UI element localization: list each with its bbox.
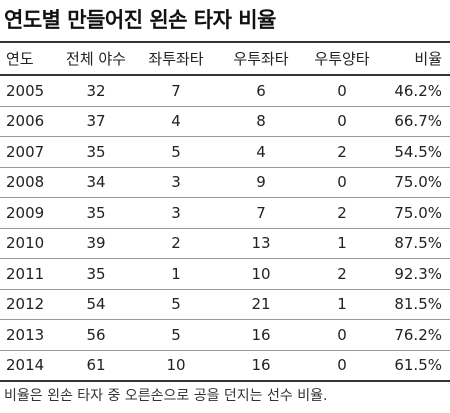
table-cell: 0 (337, 325, 347, 344)
table-cell: 21 (251, 295, 271, 314)
table: 연도 전체 야수 좌투좌타 우투좌타 우투양타 비율 2005 32 7 6 0 46.2% 2006… (0, 41, 450, 382)
table-cell: 54 (86, 295, 106, 314)
table-cell: 6 (256, 81, 266, 100)
column-header: 우투좌타 (233, 50, 289, 68)
table-cell: 5 (171, 325, 181, 344)
table-cell: 37 (86, 112, 106, 131)
table-cell: 32 (86, 81, 106, 100)
table-row: 2005 32 7 6 0 46.2% (0, 75, 450, 106)
table-cell: 39 (86, 234, 106, 253)
footnote: 비율은 왼손 타자 중 오른손으로 공을 던지는 선수 비율. (4, 388, 328, 404)
table-cell: 1 (337, 234, 347, 253)
table-cell: 0 (337, 356, 347, 375)
table-cell: 5 (171, 295, 181, 314)
table-cell: 7 (256, 203, 266, 222)
table-cell: 2005 (6, 81, 45, 100)
table-cell: 16 (251, 356, 271, 375)
table-cell: 2 (337, 203, 347, 222)
table-row: 2009 35 3 7 2 75.0% (0, 198, 450, 228)
table-cell: 75.0% (394, 173, 442, 192)
table-cell: 7 (171, 81, 181, 100)
table-cell: 0 (337, 173, 347, 192)
column-header: 우투양타 (314, 50, 370, 68)
table-cell: 35 (86, 203, 106, 222)
table-cell: 46.2% (394, 81, 442, 100)
table-cell: 2010 (6, 234, 45, 253)
table-body: 2005 32 7 6 0 46.2% 2006 37 4 8 0 66.7% 2007 35 5 4 2 54.… (0, 75, 450, 381)
table-cell: 2 (337, 142, 347, 161)
table-cell: 34 (86, 173, 106, 192)
table-cell: 2011 (6, 264, 45, 283)
table-cell: 54.5% (394, 142, 442, 161)
table-cell: 35 (86, 142, 106, 161)
table-cell: 1 (337, 295, 347, 314)
table-cell: 13 (251, 234, 271, 253)
table-row: 2008 34 3 9 0 75.0% (0, 167, 450, 198)
column-header: 연도 (6, 50, 34, 68)
table-cell: 2009 (6, 203, 45, 222)
table-cell: 92.3% (394, 264, 442, 283)
table-cell: 2 (337, 264, 347, 283)
table-row: 2007 35 5 4 2 54.5% (0, 137, 450, 167)
table-cell: 2012 (6, 295, 45, 314)
table-cell: 3 (171, 203, 181, 222)
table-cell: 66.7% (394, 112, 442, 131)
column-header: 좌투좌타 (148, 50, 204, 68)
table-row: 2013 56 5 16 0 76.2% (0, 320, 450, 350)
table-cell: 56 (86, 325, 106, 344)
table-cell: 8 (256, 112, 266, 131)
table-row: 2011 35 1 10 2 92.3% (0, 259, 450, 289)
table-cell: 0 (337, 112, 347, 131)
table-cell: 5 (171, 142, 181, 161)
column-header: 전체 야수 (66, 50, 126, 68)
table-cell: 2013 (6, 325, 45, 344)
table-cell: 2014 (6, 356, 45, 375)
table-cell: 1 (171, 264, 181, 283)
table-cell: 75.0% (394, 203, 442, 222)
title: 연도별 만들어진 왼손 타자 비율 (4, 8, 276, 32)
table-cell: 9 (256, 173, 266, 192)
table-cell: 2008 (6, 173, 45, 192)
table-cell: 3 (171, 173, 181, 192)
table-row: 2014 61 10 16 0 61.5% (0, 350, 450, 381)
table-cell: 61 (86, 356, 106, 375)
table-cell: 4 (171, 112, 181, 131)
table-cell: 76.2% (394, 325, 442, 344)
table-cell: 10 (251, 264, 271, 283)
table-cell: 0 (337, 81, 347, 100)
header-row: 연도 전체 야수 좌투좌타 우투좌타 우투양타 비율 (0, 42, 450, 75)
table-cell: 2007 (6, 142, 45, 161)
table-cell: 61.5% (394, 356, 442, 375)
table-cell: 87.5% (394, 234, 442, 253)
table-cell: 10 (166, 356, 186, 375)
table-cell: 35 (86, 264, 106, 283)
table-cell: 16 (251, 325, 271, 344)
table-row: 2006 37 4 8 0 66.7% (0, 106, 450, 137)
table-row: 2010 39 2 13 1 87.5% (0, 228, 450, 259)
table-cell: 4 (256, 142, 266, 161)
table-row: 2012 54 5 21 1 81.5% (0, 289, 450, 320)
table-cell: 2006 (6, 112, 45, 131)
column-header: 비율 (414, 50, 442, 68)
table-cell: 2 (171, 234, 181, 253)
table-cell: 81.5% (394, 295, 442, 314)
